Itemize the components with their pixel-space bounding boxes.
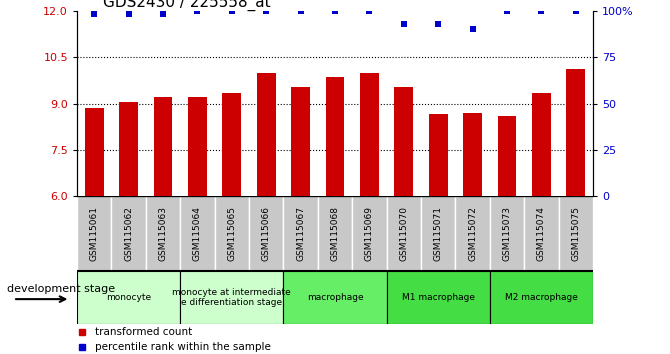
Text: GSM115074: GSM115074: [537, 206, 546, 261]
Text: M1 macrophage: M1 macrophage: [402, 293, 474, 302]
Bar: [119, 102, 138, 196]
Bar: [77, 196, 111, 271]
Bar: [85, 108, 104, 196]
Text: development stage: development stage: [7, 284, 115, 294]
Bar: [214, 196, 249, 271]
Text: GSM115061: GSM115061: [90, 206, 98, 261]
Bar: [421, 196, 456, 271]
Bar: [395, 86, 413, 196]
Text: GSM115073: GSM115073: [502, 206, 511, 261]
Bar: [257, 73, 275, 196]
Text: GSM115068: GSM115068: [330, 206, 340, 261]
Text: GSM115069: GSM115069: [365, 206, 374, 261]
Text: GSM115072: GSM115072: [468, 206, 477, 261]
Bar: [283, 196, 318, 271]
Bar: [188, 97, 207, 196]
Bar: [77, 271, 180, 324]
Bar: [463, 113, 482, 196]
Bar: [222, 93, 241, 196]
Bar: [146, 196, 180, 271]
Bar: [490, 196, 524, 271]
Text: percentile rank within the sample: percentile rank within the sample: [95, 342, 271, 352]
Bar: [249, 196, 283, 271]
Bar: [559, 196, 593, 271]
Text: GSM115064: GSM115064: [193, 206, 202, 261]
Bar: [360, 73, 379, 196]
Bar: [318, 196, 352, 271]
Text: GSM115066: GSM115066: [262, 206, 271, 261]
Bar: [326, 77, 344, 196]
Bar: [111, 196, 146, 271]
Bar: [456, 196, 490, 271]
Bar: [180, 271, 283, 324]
Text: GSM115070: GSM115070: [399, 206, 408, 261]
Text: GSM115075: GSM115075: [572, 206, 580, 261]
Bar: [387, 271, 490, 324]
Text: monocyte at intermediate
e differentiation stage: monocyte at intermediate e differentiati…: [172, 288, 291, 307]
Bar: [532, 93, 551, 196]
Bar: [524, 196, 559, 271]
Bar: [498, 116, 517, 196]
Bar: [180, 196, 214, 271]
Bar: [352, 196, 387, 271]
Text: transformed count: transformed count: [95, 327, 192, 337]
Bar: [566, 69, 585, 196]
Bar: [283, 271, 387, 324]
Text: GSM115071: GSM115071: [433, 206, 443, 261]
Text: monocyte: monocyte: [106, 293, 151, 302]
Text: GDS2430 / 225558_at: GDS2430 / 225558_at: [103, 0, 271, 11]
Text: GSM115063: GSM115063: [159, 206, 168, 261]
Bar: [291, 86, 310, 196]
Bar: [490, 271, 593, 324]
Bar: [429, 114, 448, 196]
Text: GSM115065: GSM115065: [227, 206, 237, 261]
Text: GSM115062: GSM115062: [124, 206, 133, 261]
Text: GSM115067: GSM115067: [296, 206, 305, 261]
Bar: [153, 97, 172, 196]
Text: M2 macrophage: M2 macrophage: [505, 293, 578, 302]
Text: macrophage: macrophage: [307, 293, 363, 302]
Bar: [387, 196, 421, 271]
